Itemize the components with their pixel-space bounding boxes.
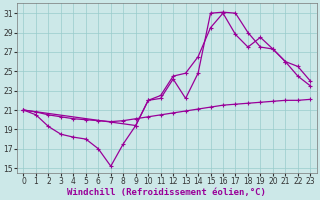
X-axis label: Windchill (Refroidissement éolien,°C): Windchill (Refroidissement éolien,°C): [68, 188, 266, 197]
